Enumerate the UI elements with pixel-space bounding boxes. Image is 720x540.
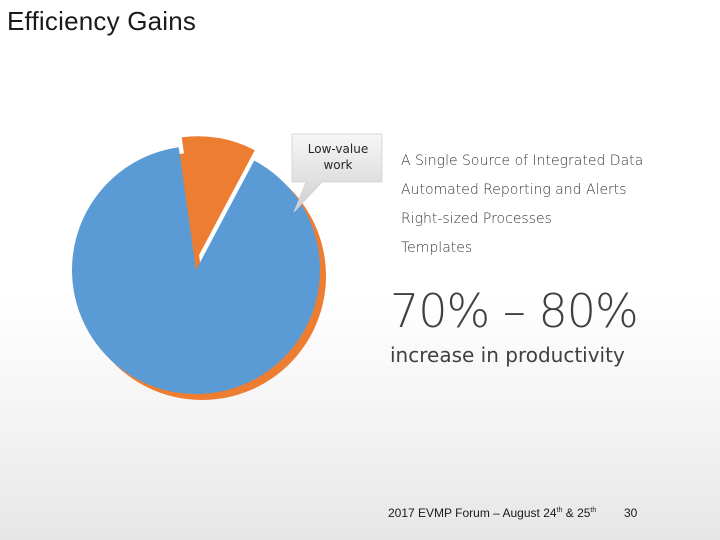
feature-item: Automated Reporting and Alerts: [401, 182, 627, 198]
footer-prefix: 2017 EVMP Forum – August 24: [388, 506, 557, 520]
feature-item: Right-sized Processes: [401, 211, 552, 227]
feature-item: Templates: [401, 240, 473, 256]
feature-item: A Single Source of Integrated Data: [401, 153, 644, 169]
callout-label: Low-value work: [295, 141, 381, 173]
productivity-caption: increase in productivity: [390, 343, 625, 367]
callout-line-2: work: [323, 158, 353, 172]
pie-slice-main: [72, 147, 320, 394]
feature-list: A Single Source of Integrated Data Autom…: [401, 150, 643, 266]
pie-slice-low-value: [181, 136, 255, 257]
footer-text: 2017 EVMP Forum – August 24th & 25th: [388, 506, 596, 520]
pie-chart: [60, 120, 383, 420]
page-number: 30: [624, 506, 638, 520]
callout-line-1: Low-value: [307, 142, 369, 156]
slide-title: Efficiency Gains: [7, 6, 197, 36]
pie-chart-svg: [72, 133, 383, 400]
footer-sup-2: th: [590, 507, 597, 514]
productivity-stat: 70% – 80%: [390, 284, 639, 338]
callout-bubble: [291, 133, 383, 213]
footer-middle: & 25: [562, 506, 591, 520]
footer-sup-1: th: [556, 507, 563, 514]
